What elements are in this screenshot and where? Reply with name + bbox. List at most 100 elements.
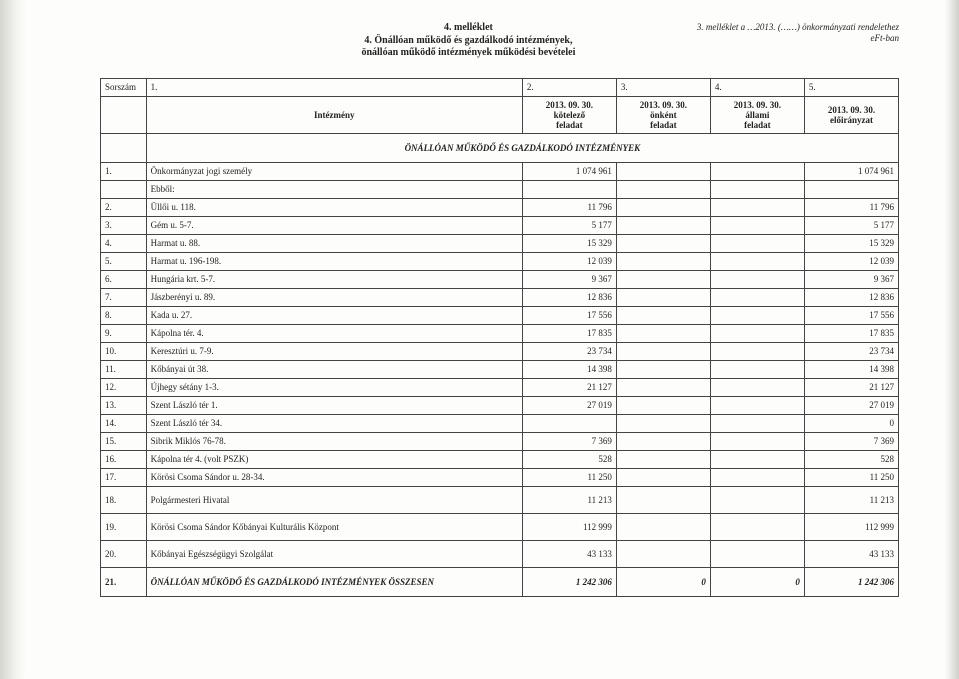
row-value-4 xyxy=(710,252,804,270)
row-value-4 xyxy=(710,513,804,540)
row-sor: 1. xyxy=(101,162,147,180)
row-value-2: 11 250 xyxy=(522,468,616,486)
row-value-4 xyxy=(710,396,804,414)
table-row: 5.Harmat u. 196-198.12 03912 039 xyxy=(101,252,899,270)
row-value-3 xyxy=(616,288,710,306)
row-sor: 17. xyxy=(101,468,147,486)
row-value-5: 7 369 xyxy=(804,432,898,450)
table-row: 10.Keresztúri u. 7-9.23 73423 734 xyxy=(101,342,899,360)
row-value-4 xyxy=(710,288,804,306)
row-value-4 xyxy=(710,486,804,513)
row-name: Üllői u. 118. xyxy=(146,198,522,216)
row-value-4 xyxy=(710,432,804,450)
row-value-3 xyxy=(616,432,710,450)
row-value-5: 11 213 xyxy=(804,486,898,513)
row-value-3 xyxy=(616,252,710,270)
row-value-4 xyxy=(710,468,804,486)
row-value-4 xyxy=(710,324,804,342)
row-value-2 xyxy=(522,180,616,198)
row-value-5: 23 734 xyxy=(804,342,898,360)
row-name: Kőbányai Egészségügyi Szolgálat xyxy=(146,540,522,567)
header-title-block: 4. melléklet 4. Önállóan működő és gazdá… xyxy=(100,22,697,60)
table-row: 18.Polgármesteri Hivatal11 21311 213 xyxy=(101,486,899,513)
row-value-2: 21 127 xyxy=(522,378,616,396)
table-row: 9.Kápolna tér. 4.17 83517 835 xyxy=(101,324,899,342)
table-row: 7.Jászberényi u. 89.12 83612 836 xyxy=(101,288,899,306)
row-value-3 xyxy=(616,216,710,234)
row-value-4 xyxy=(710,198,804,216)
row-sor: 15. xyxy=(101,432,147,450)
row-sor: 20. xyxy=(101,540,147,567)
header-line-1: 4. melléklet xyxy=(280,22,657,35)
row-sor: 2. xyxy=(101,198,147,216)
table-row: 4.Harmat u. 88.15 32915 329 xyxy=(101,234,899,252)
budget-table: Sorszám 1. 2. 3. 4. 5. Intézmény 2013. 0… xyxy=(100,78,899,597)
row-sor: 18. xyxy=(101,486,147,513)
table-row: 2.Üllői u. 118.11 79611 796 xyxy=(101,198,899,216)
scan-binding-shadow xyxy=(0,0,26,679)
row-value-3 xyxy=(616,360,710,378)
row-name: Harmat u. 196-198. xyxy=(146,252,522,270)
row-name: Kőbányai út 38. xyxy=(146,360,522,378)
col-index-1: 1. xyxy=(146,78,522,96)
table-row: 1.Önkormányzat jogi személy1 074 9611 07… xyxy=(101,162,899,180)
total-row: 21. ÖNÁLLÓAN MŰKÖDŐ ÉS GAZDÁLKODÓ INTÉZM… xyxy=(101,567,899,596)
row-value-2: 23 734 xyxy=(522,342,616,360)
row-name: Harmat u. 88. xyxy=(146,234,522,252)
table-row: 13.Szent László tér 1.27 01927 019 xyxy=(101,396,899,414)
row-name: Körösi Csoma Sándor Kőbányai Kulturális … xyxy=(146,513,522,540)
row-name: Kada u. 27. xyxy=(146,306,522,324)
row-value-2: 12 039 xyxy=(522,252,616,270)
row-value-2: 7 369 xyxy=(522,432,616,450)
row-sor: 19. xyxy=(101,513,147,540)
row-value-3 xyxy=(616,234,710,252)
scan-edge-shadow xyxy=(945,0,959,679)
table-row: 11.Kőbányai út 38.14 39814 398 xyxy=(101,360,899,378)
row-sor: 8. xyxy=(101,306,147,324)
section-title-row: ÖNÁLLÓAN MŰKÖDŐ ÉS GAZDÁLKODÓ INTÉZMÉNYE… xyxy=(101,133,899,162)
col-index-5: 5. xyxy=(804,78,898,96)
row-name: Kápolna tér. 4. xyxy=(146,324,522,342)
row-value-3 xyxy=(616,306,710,324)
row-value-5: 11 250 xyxy=(804,468,898,486)
row-name: Jászberényi u. 89. xyxy=(146,288,522,306)
row-value-2: 5 177 xyxy=(522,216,616,234)
row-sor: 14. xyxy=(101,414,147,432)
column-index-row: Sorszám 1. 2. 3. 4. 5. xyxy=(101,78,899,96)
row-value-2: 14 398 xyxy=(522,360,616,378)
row-value-3 xyxy=(616,486,710,513)
header-annex-note: 3. melléklet a …2013. (……) önkormányzati… xyxy=(697,22,899,45)
row-value-5: 43 133 xyxy=(804,540,898,567)
row-value-4 xyxy=(710,270,804,288)
col-index-2: 2. xyxy=(522,78,616,96)
row-value-3 xyxy=(616,162,710,180)
row-value-4 xyxy=(710,216,804,234)
row-value-2: 17 835 xyxy=(522,324,616,342)
row-value-5 xyxy=(804,180,898,198)
head-empty xyxy=(101,96,147,133)
row-name: Kápolna tér 4. (volt PSZK) xyxy=(146,450,522,468)
total-v4: 0 xyxy=(710,567,804,596)
column-header-row: Intézmény 2013. 09. 30.kötelezőfeladat 2… xyxy=(101,96,899,133)
row-name: Önkormányzat jogi személy xyxy=(146,162,522,180)
row-value-5: 17 835 xyxy=(804,324,898,342)
row-value-5: 27 019 xyxy=(804,396,898,414)
row-value-4 xyxy=(710,234,804,252)
header-line-2: 4. Önállóan működő és gazdálkodó intézmé… xyxy=(280,35,657,48)
row-value-4 xyxy=(710,378,804,396)
section-title: ÖNÁLLÓAN MŰKÖDŐ ÉS GAZDÁLKODÓ INTÉZMÉNYE… xyxy=(146,133,898,162)
table-row: 8.Kada u. 27.17 55617 556 xyxy=(101,306,899,324)
row-value-5: 17 556 xyxy=(804,306,898,324)
row-value-5: 528 xyxy=(804,450,898,468)
row-value-3 xyxy=(616,342,710,360)
row-value-5: 12 836 xyxy=(804,288,898,306)
total-v2: 1 242 306 xyxy=(522,567,616,596)
row-value-2: 11 213 xyxy=(522,486,616,513)
row-name: Ebből: xyxy=(146,180,522,198)
col-index-4: 4. xyxy=(710,78,804,96)
row-value-5: 5 177 xyxy=(804,216,898,234)
row-value-4 xyxy=(710,414,804,432)
row-value-5: 15 329 xyxy=(804,234,898,252)
total-v5: 1 242 306 xyxy=(804,567,898,596)
row-sor: 4. xyxy=(101,234,147,252)
